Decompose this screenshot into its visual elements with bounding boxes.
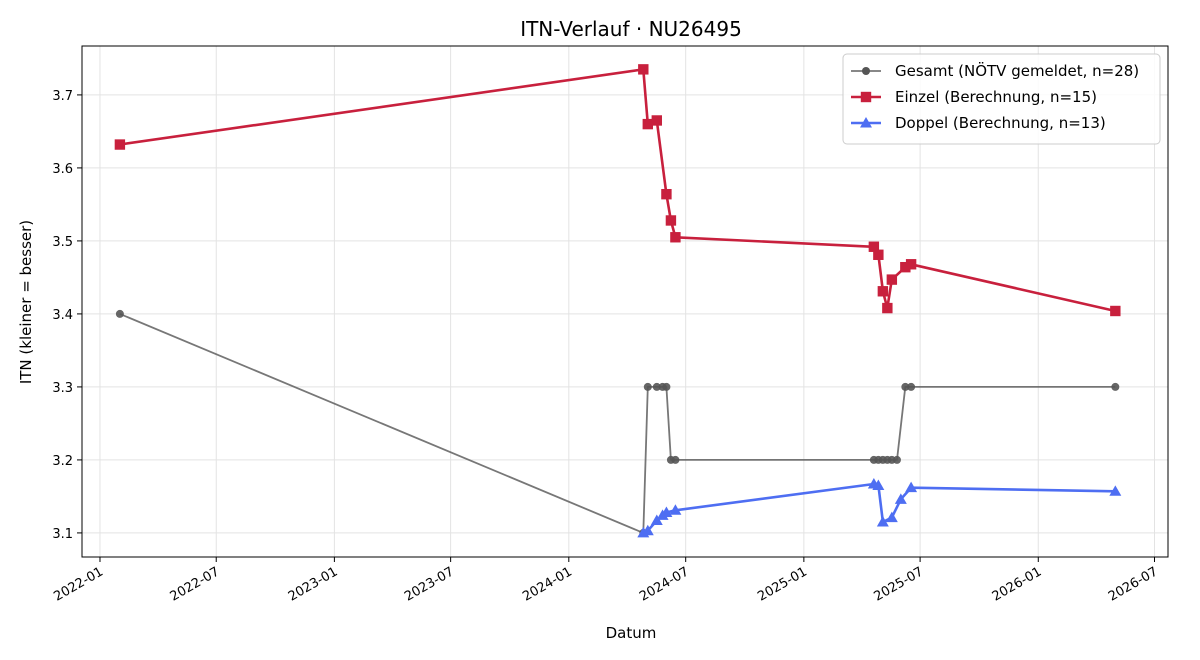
data-point <box>660 506 673 517</box>
data-point <box>652 382 661 391</box>
series-triangle <box>637 478 1122 538</box>
data-point <box>670 232 681 243</box>
data-point <box>907 382 916 391</box>
data-point <box>876 515 889 527</box>
y-tick-label: 3.4 <box>52 308 73 323</box>
data-point <box>900 261 911 273</box>
series-square <box>114 64 1121 317</box>
y-axis-label: ITN (kleiner = besser) <box>17 220 35 384</box>
x-tick-label: 2023-01 <box>286 564 341 604</box>
data-point <box>642 118 653 130</box>
legend-box <box>842 53 1161 145</box>
data-point <box>115 309 124 318</box>
data-point <box>669 504 682 515</box>
y-axis: 3.1 3.2 3.3 3.4 3.5 3.6 3.7 <box>52 89 82 542</box>
series-line <box>119 313 1116 534</box>
legend-item: Doppel (Berechnung, n=13) <box>851 114 1106 132</box>
data-point <box>885 511 898 523</box>
data-point <box>872 479 885 490</box>
y-tick-label: 3.7 <box>52 89 73 104</box>
data-point <box>651 115 662 126</box>
data-point <box>638 64 649 75</box>
data-point <box>882 302 893 314</box>
legend-marker <box>860 91 872 103</box>
data-point <box>643 382 652 391</box>
y-tick-label: 3.5 <box>52 235 73 250</box>
data-point <box>641 524 654 536</box>
data-point <box>1110 305 1121 317</box>
legend-label: Einzel (Berechnung, n=15) <box>895 88 1097 106</box>
x-tick-label: 2022-07 <box>168 564 223 604</box>
data-point <box>868 241 880 252</box>
data-point <box>1109 485 1122 496</box>
data-point <box>894 493 907 504</box>
x-tick-label: 2025-01 <box>755 564 810 604</box>
data-point <box>877 286 889 297</box>
legend-marker <box>860 117 872 128</box>
x-tick-label: 2022-01 <box>51 564 106 604</box>
legend: Gesamt (NÖTV gemeldet, n=28) Einzel (Bere… <box>842 53 1161 145</box>
x-tick-label: 2024-01 <box>520 564 575 604</box>
legend-item: Gesamt (NÖTV gemeldet, n=28) <box>851 61 1139 80</box>
data-point <box>905 259 917 270</box>
data-point <box>665 215 677 226</box>
legend-label: Gesamt (NÖTV gemeldet, n=28) <box>895 61 1139 80</box>
data-point <box>1111 382 1120 391</box>
legend-item: Einzel (Berechnung, n=15) <box>851 88 1097 106</box>
x-axis: 2022-01 2022-07 2023-01 2023-07 2024-01 2024-… <box>51 557 1161 605</box>
data-point <box>901 382 910 391</box>
series-layer <box>114 64 1122 538</box>
x-axis-label: Datum <box>606 624 657 642</box>
y-tick-label: 3.1 <box>52 527 73 542</box>
legend-label: Doppel (Berechnung, n=13) <box>895 114 1106 132</box>
data-point <box>661 188 672 200</box>
data-point <box>671 455 680 464</box>
data-point <box>662 382 671 391</box>
x-tick-label: 2026-01 <box>990 564 1045 604</box>
plot-frame <box>81 45 1169 558</box>
data-point <box>892 455 901 464</box>
x-tick-label: 2024-07 <box>637 564 692 604</box>
y-tick-label: 3.2 <box>52 454 73 469</box>
data-point <box>886 274 898 285</box>
x-tick-label: 2023-07 <box>402 564 457 604</box>
x-tick-label: 2025-07 <box>872 564 927 604</box>
chart-title: ITN-Verlauf · NU26495 <box>520 17 742 41</box>
y-tick-label: 3.3 <box>52 381 73 396</box>
data-point <box>114 139 126 150</box>
data-point <box>873 249 884 260</box>
y-tick-label: 3.6 <box>52 162 73 177</box>
data-point <box>905 481 918 493</box>
legend-marker <box>862 67 870 75</box>
series-circle <box>115 309 1120 537</box>
x-tick-label: 2026-07 <box>1106 564 1161 604</box>
